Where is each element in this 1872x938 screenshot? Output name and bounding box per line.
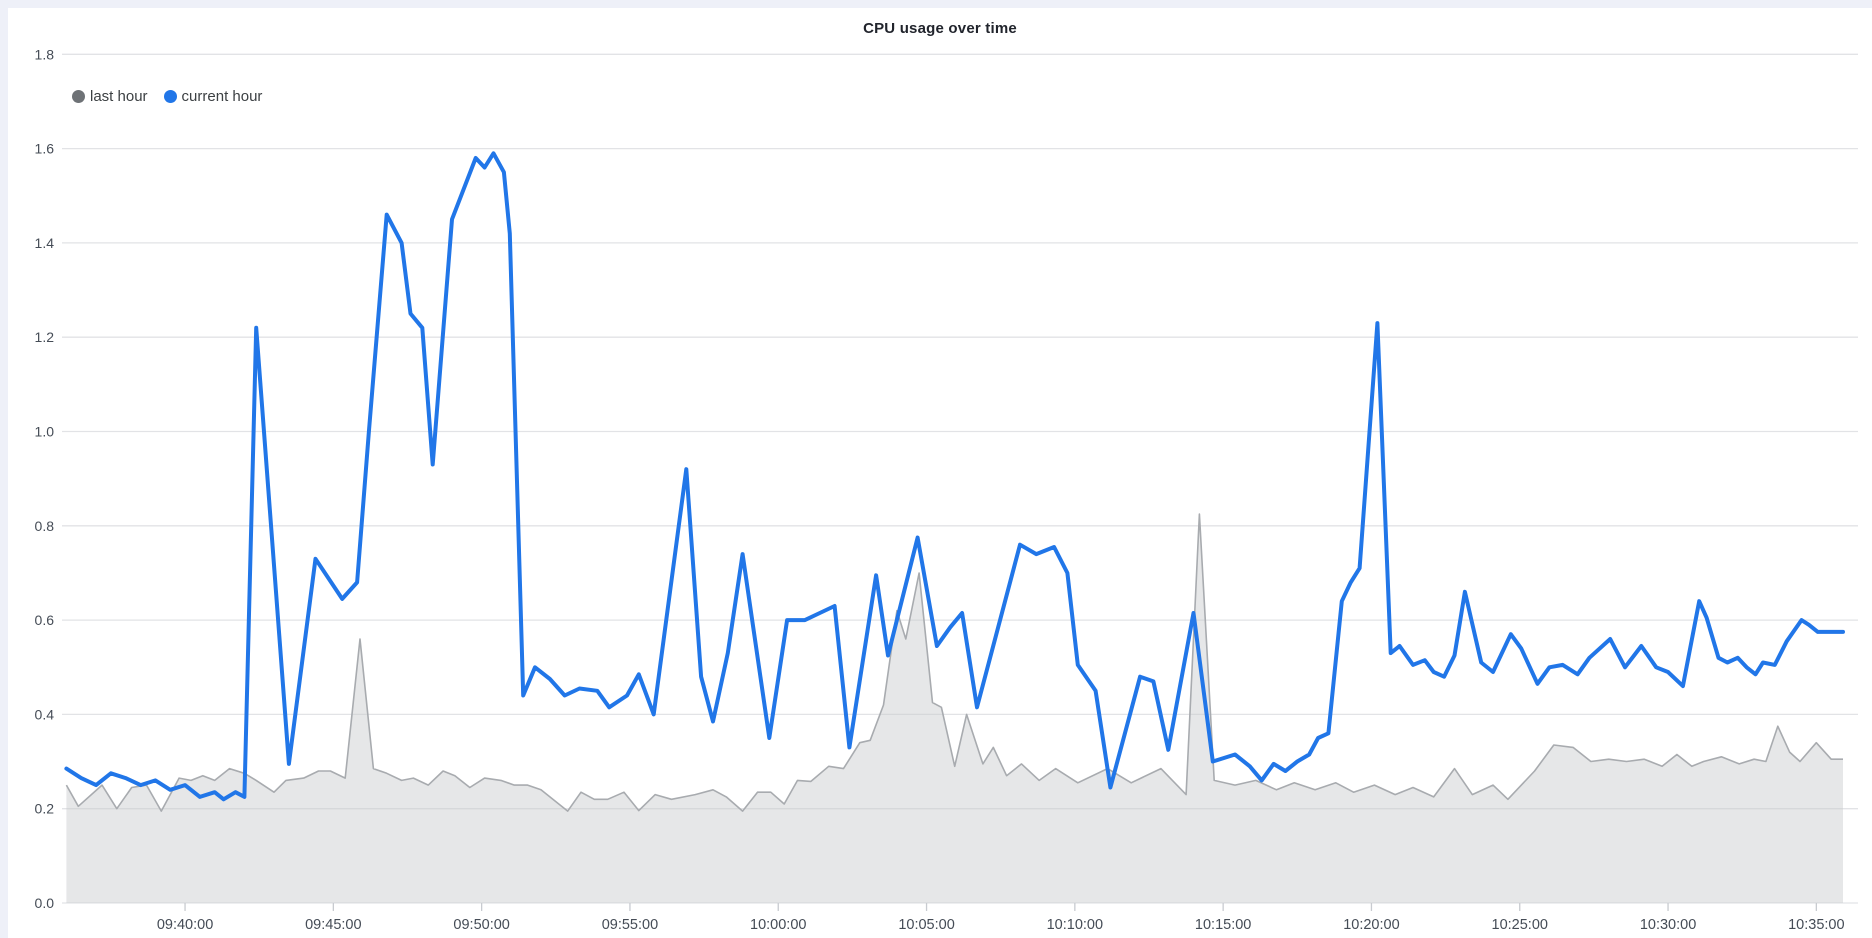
legend-item-last-hour[interactable]: last hour [72, 88, 148, 105]
y-tick-label: 0.4 [35, 706, 55, 722]
x-tick-label: 10:15:00 [1195, 917, 1251, 933]
y-tick-label: 1.6 [35, 141, 55, 157]
cpu-usage-line-chart: 09:40:00 09:45:00 09:50:00 09:55:00 10:00:00… [35, 46, 1858, 933]
y-tick-label: 0.6 [35, 612, 55, 628]
series-last-hour-line [65, 513, 1843, 812]
y-tick-label: 1.2 [35, 329, 55, 345]
legend-label-current-hour: current hour [181, 88, 263, 105]
series-last-hour-area [66, 514, 1843, 903]
x-tick-label: 09:50:00 [453, 917, 509, 933]
x-tick-label: 10:30:00 [1640, 917, 1696, 933]
chart-legend: last hour current hour [72, 88, 262, 105]
x-tick-label: 10:10:00 [1047, 917, 1103, 933]
y-tick-label: 0.2 [35, 801, 55, 817]
x-tick-label: 10:35:00 [1788, 917, 1844, 933]
x-tick-label: 10:00:00 [750, 917, 806, 933]
x-tick-label: 10:20:00 [1343, 917, 1399, 933]
y-tick-label: 0.0 [35, 895, 55, 911]
current-hour-legend-dot-icon [163, 90, 177, 103]
x-tick-label: 09:55:00 [602, 917, 658, 933]
y-tick-label: 1.8 [35, 46, 55, 62]
series-current-hour-line [64, 151, 1845, 802]
x-tick-label: 09:40:00 [157, 917, 213, 933]
x-tick-label: 09:45:00 [305, 917, 361, 933]
x-tick-label: 10:25:00 [1492, 917, 1548, 933]
y-tick-label: 0.8 [35, 518, 55, 534]
chart-panel: CPU usage over time last hour current ho… [8, 8, 1872, 938]
y-tick-label: 1.4 [35, 235, 55, 251]
legend-item-current-hour[interactable]: current hour [163, 88, 263, 105]
last-hour-legend-dot-icon [72, 90, 85, 103]
y-tick-label: 1.0 [35, 424, 55, 440]
legend-label-last-hour: last hour [90, 88, 148, 105]
x-tick-label: 10:05:00 [898, 917, 954, 933]
chart-title: CPU usage over time [863, 20, 1017, 37]
